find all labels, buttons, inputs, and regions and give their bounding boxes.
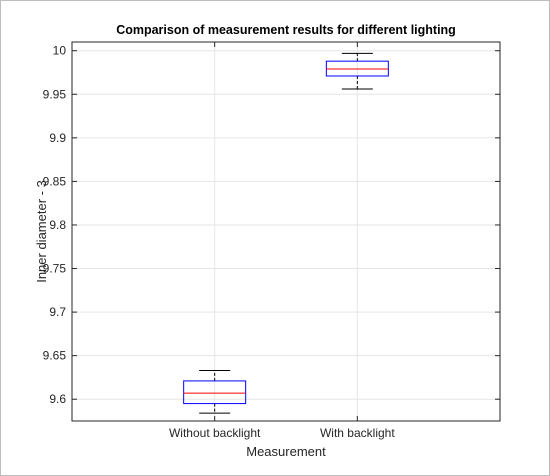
y-axis-title: Inner diameter - 3	[34, 180, 49, 283]
y-tick-label: 9.8	[49, 218, 66, 232]
axis-ticks	[72, 42, 500, 421]
y-tick-label: 9.95	[43, 87, 67, 101]
x-tick-label: Without backlight	[169, 426, 261, 440]
box-1	[183, 369, 247, 414]
box-2	[325, 52, 389, 90]
plot-area	[71, 41, 501, 422]
x-tick-label: With backlight	[320, 426, 395, 440]
y-tick-label: 9.65	[43, 349, 67, 363]
y-tick-label: 9.75	[43, 262, 67, 276]
y-tick-label: 9.85	[43, 174, 67, 188]
grid-lines	[72, 42, 500, 421]
y-tick-label: 10	[53, 44, 67, 58]
tick-labels: 9.6 9.65 9.7 9.75 9.8 9.85 9.9 9.95 10 Without ba…	[43, 44, 396, 440]
y-tick-label: 9.7	[49, 305, 66, 319]
x-axis-title: Measurement	[246, 444, 326, 459]
chart-title: Comparison of measurement results for di…	[116, 23, 456, 37]
y-tick-label: 9.6	[49, 392, 66, 406]
boxes	[183, 52, 389, 414]
y-tick-label: 9.9	[49, 131, 66, 145]
iqr-box	[183, 380, 247, 405]
